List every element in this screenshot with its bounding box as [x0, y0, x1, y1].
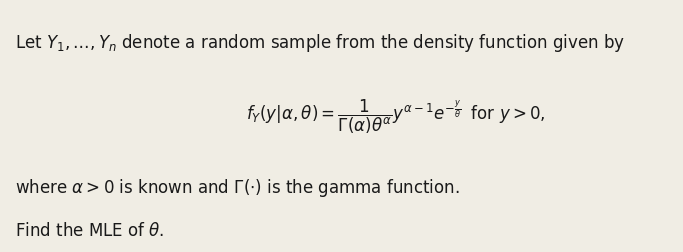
Text: Find the MLE of $\theta$.: Find the MLE of $\theta$. [15, 222, 165, 240]
Text: $f_Y(y|\alpha, \theta) = \dfrac{1}{\Gamma(\alpha)\theta^{\alpha}}y^{\alpha-1}e^{: $f_Y(y|\alpha, \theta) = \dfrac{1}{\Gamm… [246, 98, 546, 136]
Text: Let $Y_1,\ldots,Y_n$ denote a random sample from the density function given by: Let $Y_1,\ldots,Y_n$ denote a random sam… [15, 32, 625, 54]
Text: where $\alpha > 0$ is known and $\Gamma(\cdot)$ is the gamma function.: where $\alpha > 0$ is known and $\Gamma(… [15, 177, 460, 199]
